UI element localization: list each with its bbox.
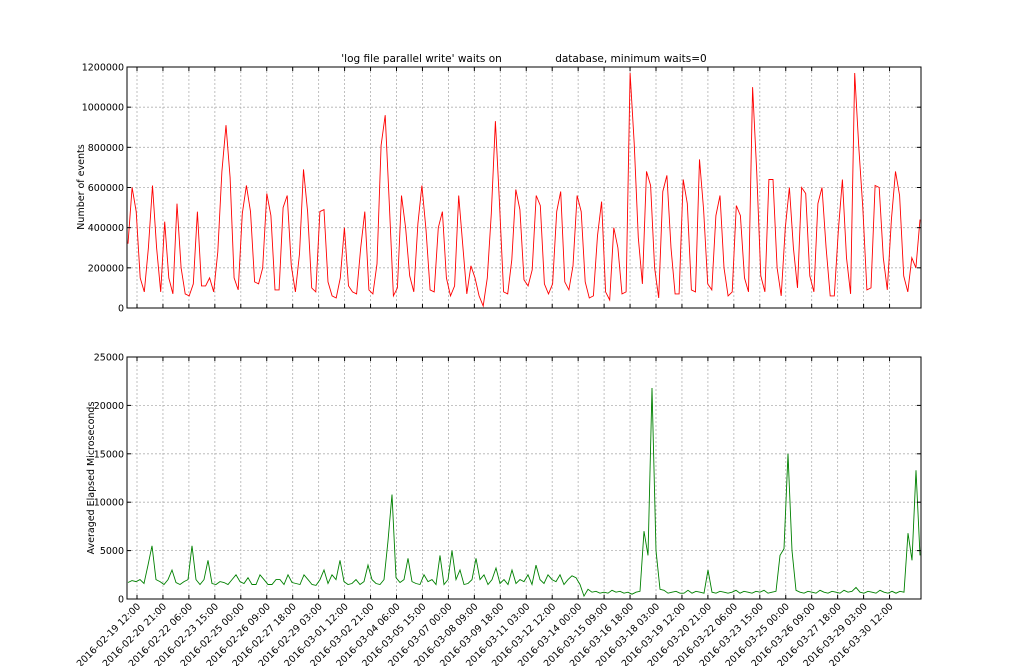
bot-y-tick-label: 10000 [94,498,124,509]
top-y-tick-label: 200000 [88,263,124,274]
top-y-tick-label: 800000 [88,143,124,154]
chart-title: 'log file parallel write' waits on datab… [341,53,706,65]
bot-y-tick-label: 15000 [94,449,124,460]
bot-y-tick-label: 0 [118,595,124,606]
elapsed-y-axis: 0 5000 10000 15000 20000 25000 [94,353,921,606]
events-series-line [127,72,921,308]
elapsed-chart-panel: 0 5000 10000 15000 20000 25000 2016-02-19 12:… [75,353,922,666]
bot-y-tick-label: 25000 [94,353,124,364]
events-x-axis [136,67,891,308]
elapsed-chart-grid [127,357,921,599]
bot-y-tick-label: 20000 [94,401,124,412]
top-y-tick-label: 1200000 [82,63,124,74]
top-y-tick-label: 0 [118,304,124,315]
events-chart-grid [127,67,921,308]
events-chart-panel: 020000040000060000080000010000001200000 … [76,63,922,315]
bot-y-tick-label: 5000 [100,546,124,557]
events-y-axis-label: Number of events [76,144,87,229]
events-y-axis: 0 200000 400000 600000 800000 1000000 1200000 [82,63,921,315]
elapsed-chart-frame [126,356,922,600]
elapsed-y-axis-label: Averaged Elapsed Microseconds [86,402,97,555]
elapsed-series-line [127,387,921,598]
top-y-tick-label: 400000 [88,223,124,234]
top-y-tick-label: 600000 [88,183,124,194]
top-y-tick-label: 1000000 [82,103,124,114]
